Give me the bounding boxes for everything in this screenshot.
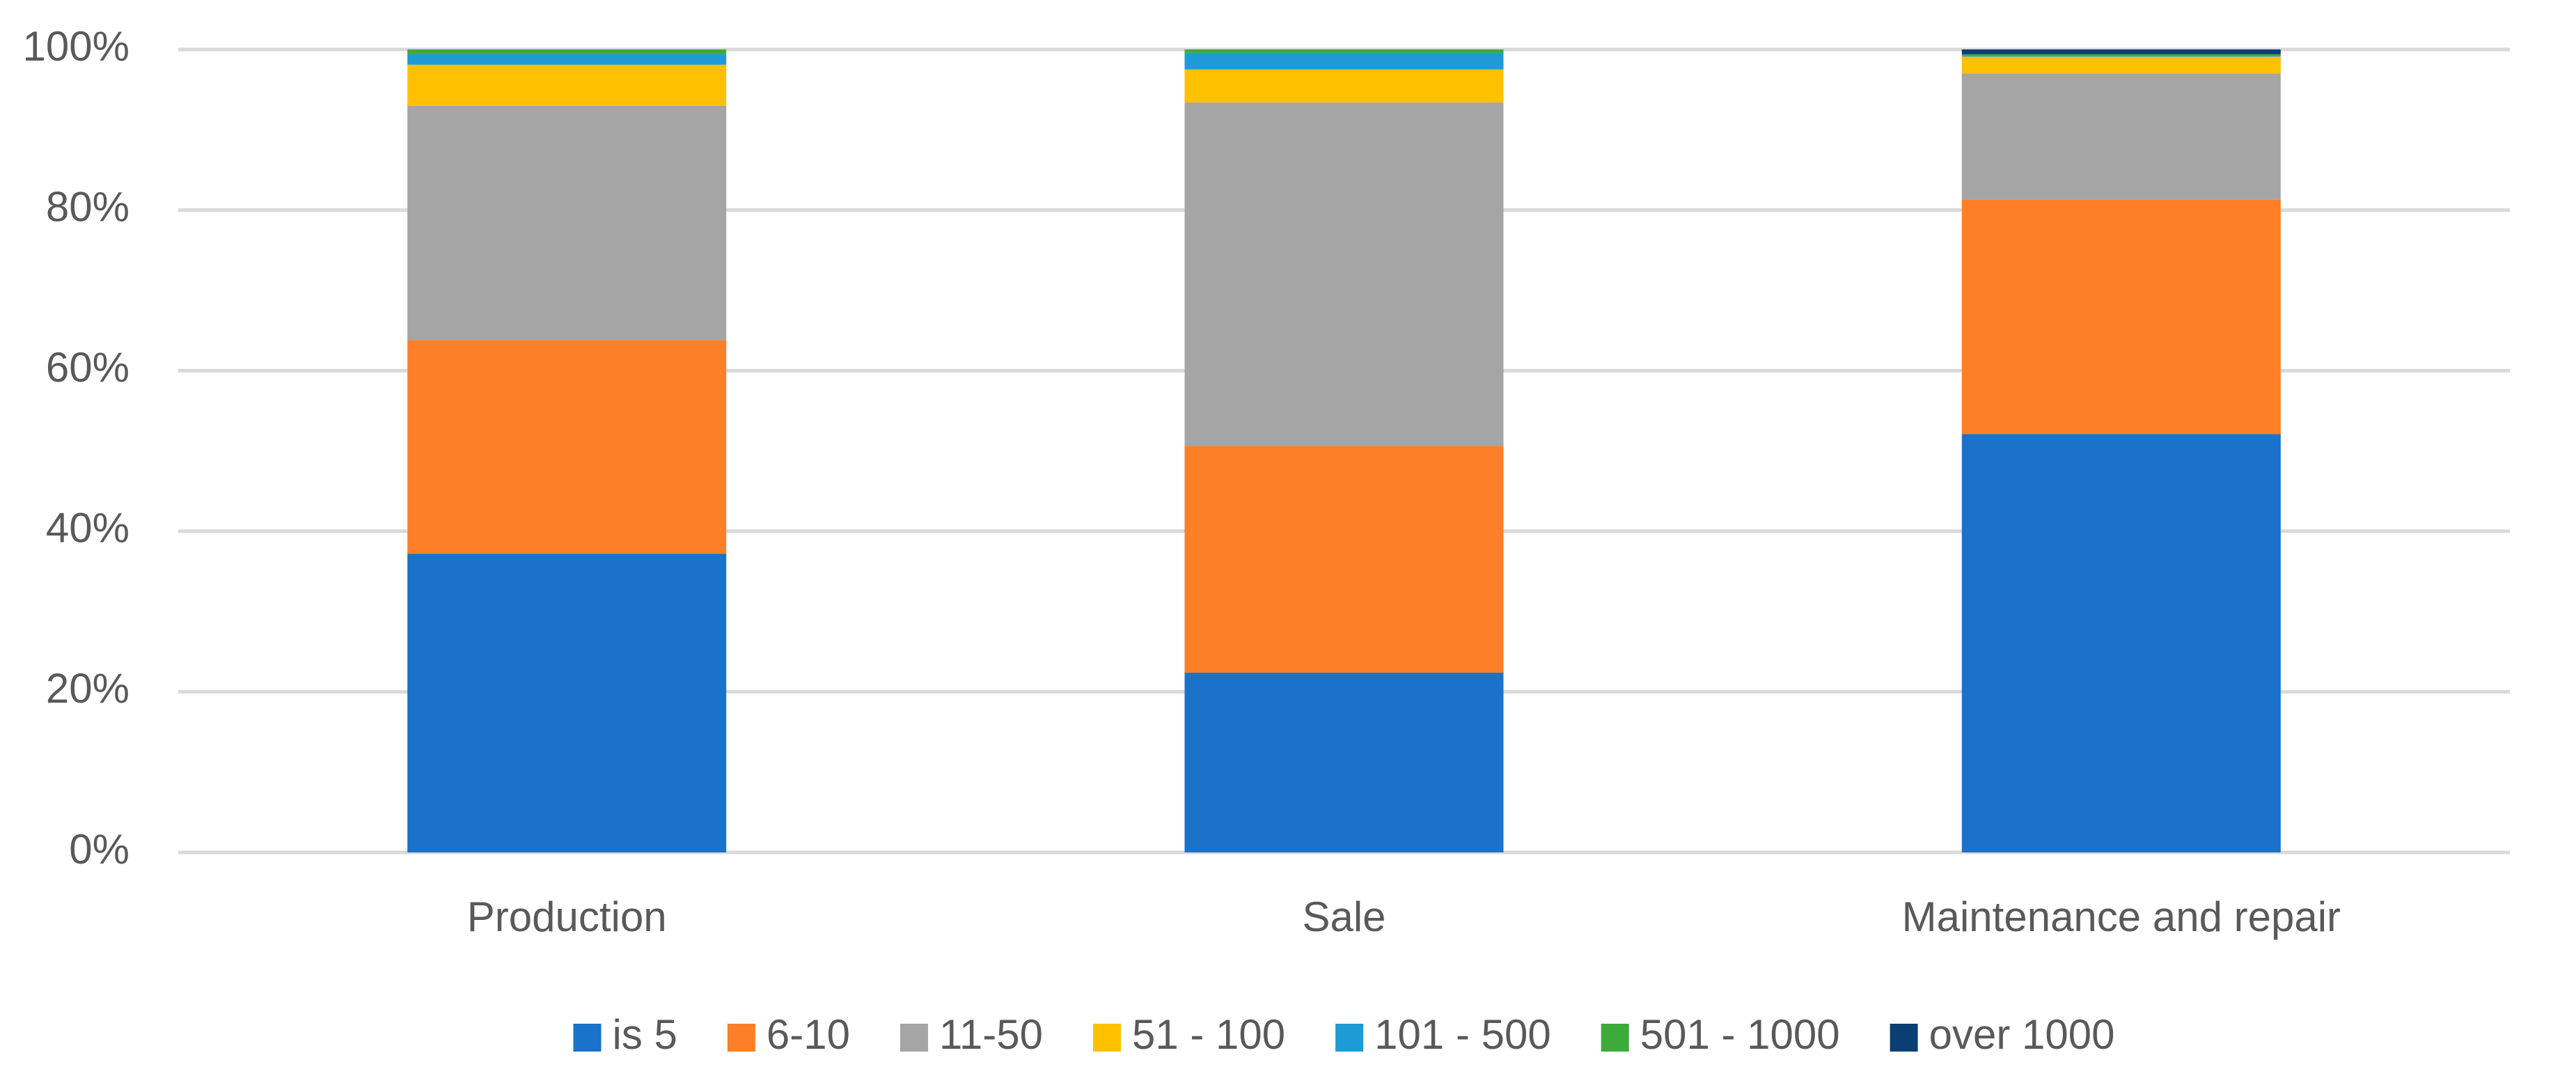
bar-segment <box>1961 55 2281 57</box>
legend-label: over 1000 <box>1929 1011 2115 1058</box>
legend-item: 6-10 <box>727 1011 850 1058</box>
x-tick-label: Production <box>467 893 667 940</box>
bar-segment <box>1184 446 1504 673</box>
legend-label: 501 - 1000 <box>1640 1011 1840 1058</box>
legend-swatch <box>900 1024 928 1052</box>
bar-segment <box>407 49 727 54</box>
y-tick-label: 0% <box>69 826 129 873</box>
bar-segment <box>407 54 727 65</box>
legend-item: 51 - 100 <box>1092 1011 1285 1058</box>
bar-segment <box>407 340 727 554</box>
legend-label: is 5 <box>613 1011 677 1058</box>
legend-swatch <box>727 1024 755 1052</box>
legend-item: 101 - 500 <box>1335 1011 1551 1058</box>
legend-swatch <box>1335 1024 1364 1052</box>
legend-swatch <box>1601 1024 1629 1052</box>
bar-segment <box>1961 73 2281 200</box>
legend-label: 51 - 100 <box>1132 1011 1285 1058</box>
legend-label: 101 - 500 <box>1374 1011 1551 1058</box>
legend-label: 11-50 <box>939 1011 1043 1058</box>
legend-item: 11-50 <box>900 1011 1043 1058</box>
bar-segment <box>1184 672 1504 852</box>
bar-segment <box>1184 102 1504 446</box>
bar-segment <box>407 554 727 852</box>
y-tick-label: 20% <box>46 665 129 712</box>
legend-item: 501 - 1000 <box>1601 1011 1840 1058</box>
y-tick-label: 60% <box>46 344 129 391</box>
bar-segment <box>1184 52 1504 70</box>
bar-segment <box>1961 199 2281 435</box>
bar-segment <box>1184 49 1504 53</box>
y-tick-label: 40% <box>46 505 129 552</box>
bar-segment <box>1184 69 1504 103</box>
y-tick-label: 100% <box>23 23 129 70</box>
legend: is 5 6-10 11-50 51 - 100 101 - 500 501 - 1000… <box>573 1011 2115 1058</box>
bar-segment <box>1961 434 2281 852</box>
legend-swatch <box>573 1024 602 1052</box>
legend-item: over 1000 <box>1890 1011 2115 1058</box>
x-tick-label: Maintenance and repair <box>1902 893 2341 940</box>
bar-segment <box>407 105 727 341</box>
bar-segment <box>407 64 727 106</box>
legend-swatch <box>1092 1024 1121 1052</box>
bar-segment <box>1961 56 2281 74</box>
legend-swatch <box>1890 1024 1918 1052</box>
x-tick-label: Sale <box>1302 893 1385 940</box>
legend-item: is 5 <box>573 1011 677 1058</box>
legend-label: 6-10 <box>767 1011 850 1058</box>
y-tick-label: 80% <box>46 183 129 230</box>
bar-segment <box>1961 54 2281 56</box>
bar-segment <box>1961 49 2281 54</box>
